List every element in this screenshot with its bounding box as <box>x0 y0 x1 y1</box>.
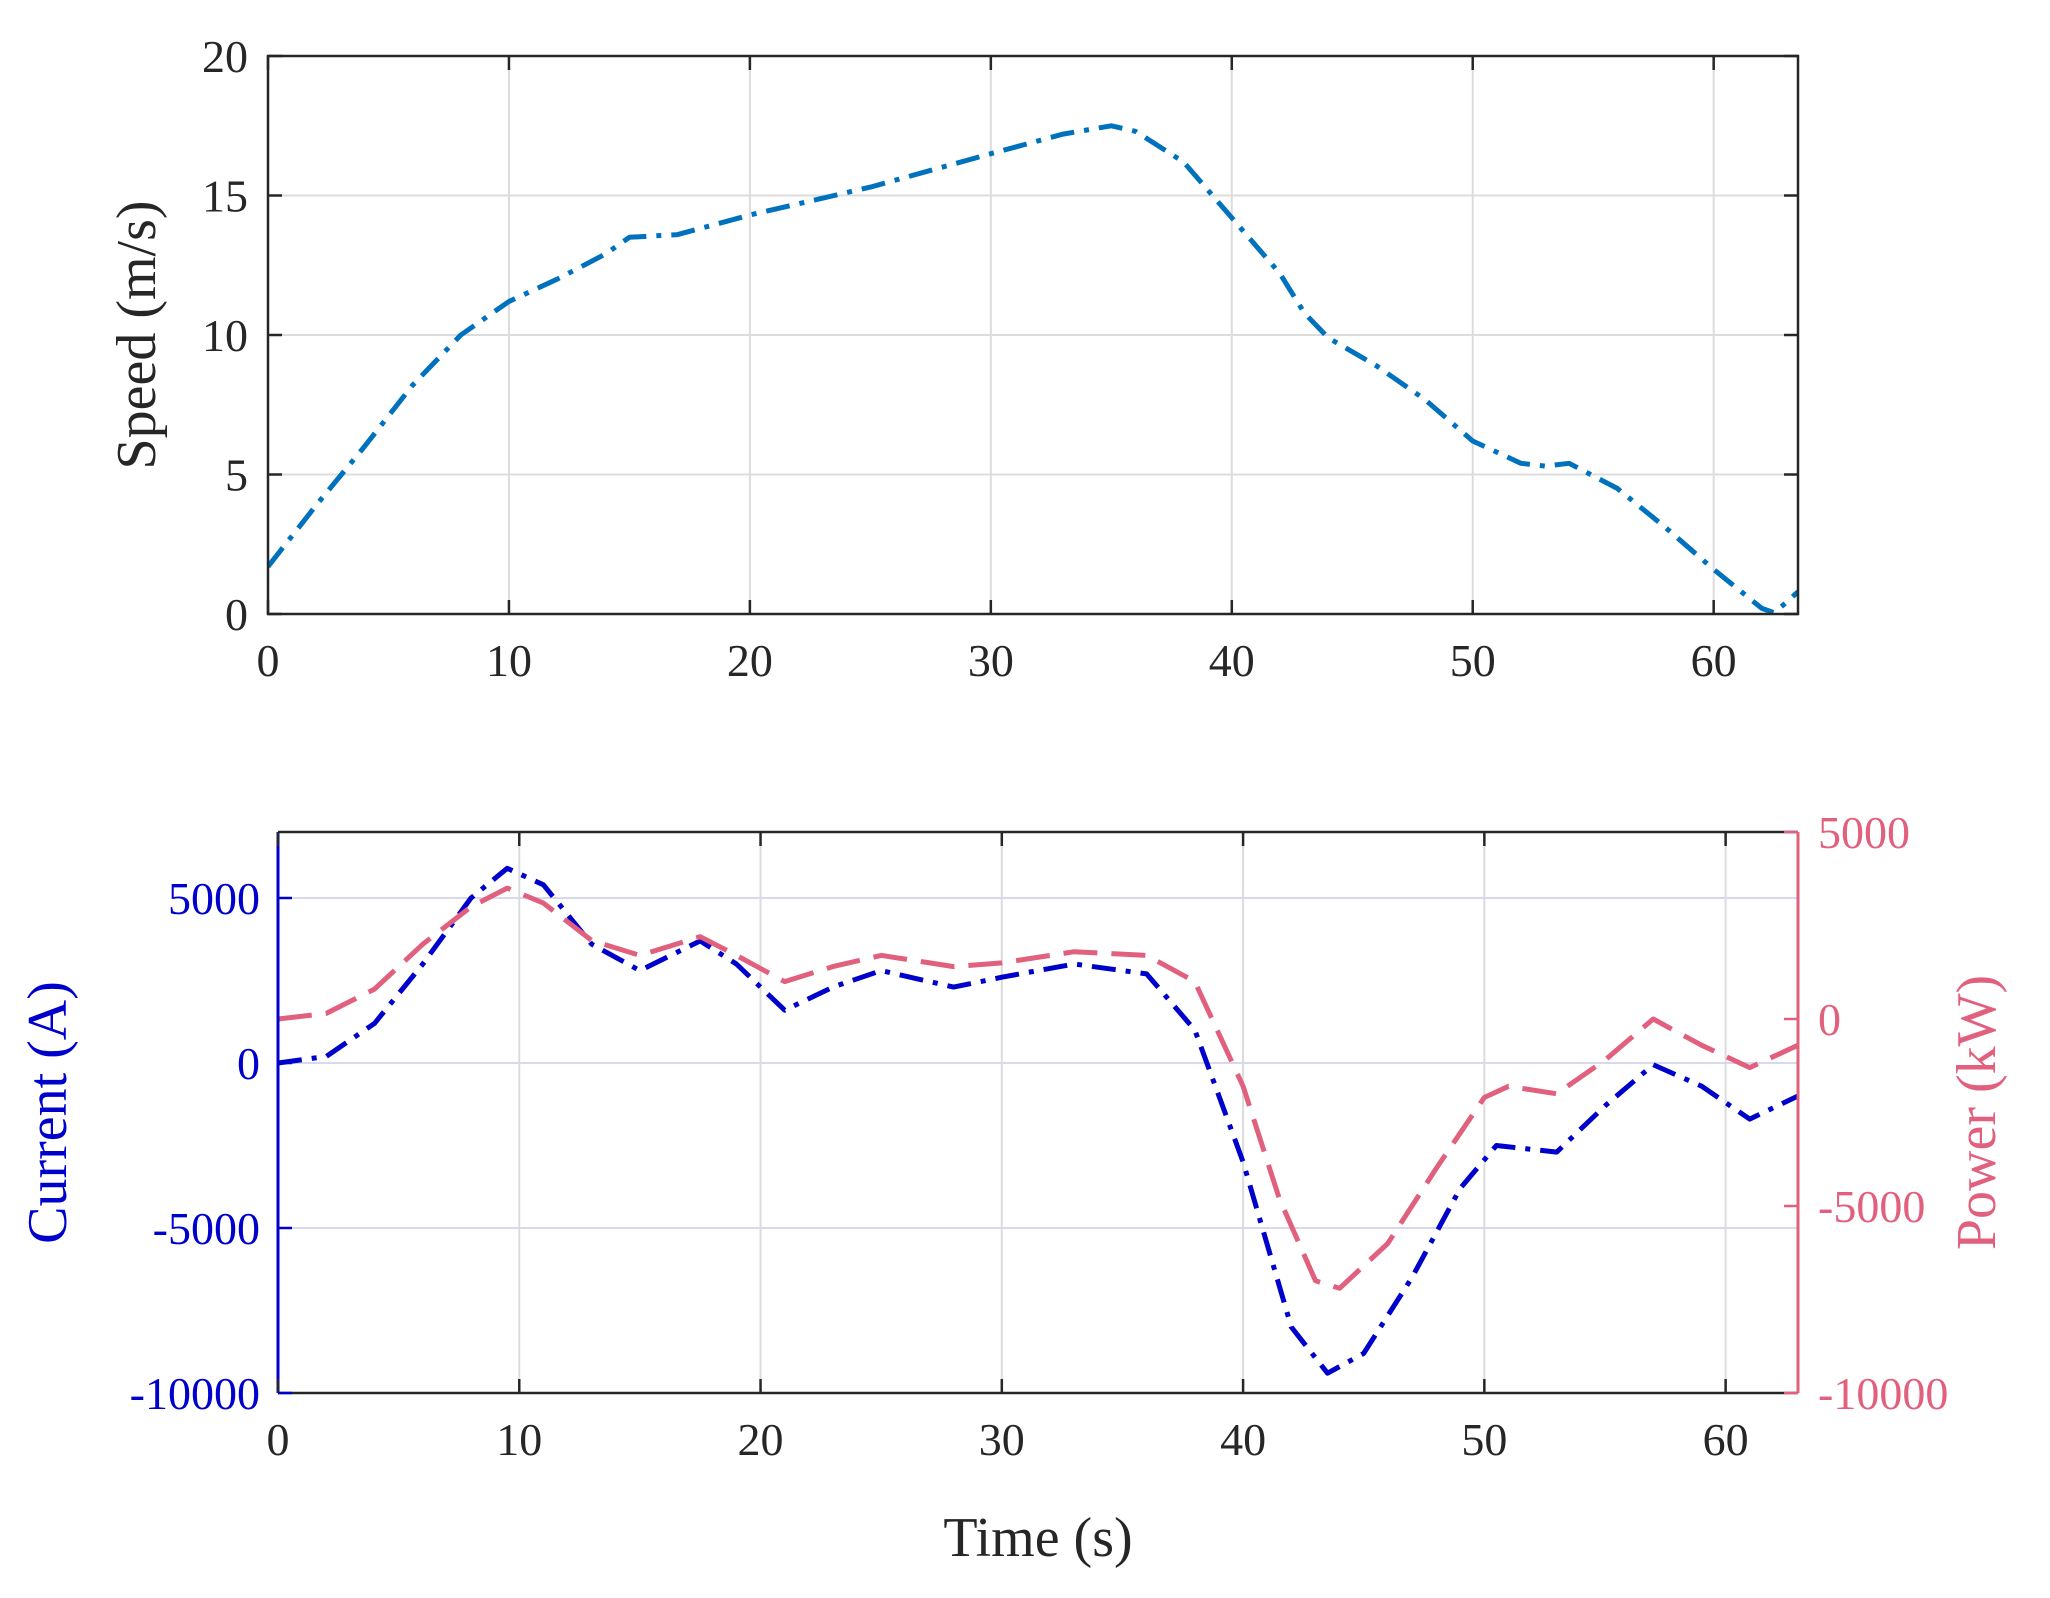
current-y-axis-label: Current (A) <box>17 981 79 1244</box>
speed-y-axis-label: Speed (m/s) <box>106 200 168 469</box>
x-tick-label: 50 <box>1461 1414 1507 1465</box>
x-tick-label: 30 <box>968 635 1014 686</box>
x-tick-label: 30 <box>979 1414 1025 1465</box>
current-tick-label: -5000 <box>153 1203 260 1254</box>
x-tick-label: 0 <box>267 1414 290 1465</box>
x-tick-label: 10 <box>496 1414 542 1465</box>
power-tick-label: -10000 <box>1818 1368 1948 1419</box>
y-tick-label: 0 <box>225 589 248 640</box>
time-x-axis-label: Time (s) <box>943 1507 1132 1569</box>
current-power-chart: 0 10 20 30 40 50 60 -10000 -5000 0 5000 -10000 -5000… <box>17 807 2008 1569</box>
y-tick-label: 20 <box>202 31 248 82</box>
power-y-axis-label: Power (kW) <box>1946 975 2008 1250</box>
x-tick-label: 20 <box>727 635 773 686</box>
current-power-ticks: 0 10 20 30 40 50 60 -10000 -5000 0 5000 -10000 -5000… <box>130 807 1949 1465</box>
x-tick-label: 60 <box>1691 635 1737 686</box>
current-tick-label: 5000 <box>168 873 260 924</box>
x-tick-label: 60 <box>1703 1414 1749 1465</box>
x-tick-label: 40 <box>1209 635 1255 686</box>
speed-chart: 0 10 20 30 40 50 60 0 5 10 15 20 Speed (m/s) <box>106 31 1800 686</box>
x-tick-label: 50 <box>1450 635 1496 686</box>
x-tick-label: 40 <box>1220 1414 1266 1465</box>
power-tick-label: -5000 <box>1818 1181 1925 1232</box>
current-line <box>278 865 1798 1376</box>
current-power-grid <box>277 832 1798 1394</box>
speed-series <box>268 123 1798 614</box>
power-tick-label: 0 <box>1818 994 1841 1045</box>
current-tick-label: 0 <box>237 1038 260 1089</box>
speed-ticks: 0 10 20 30 40 50 60 0 5 10 15 20 <box>202 31 1798 686</box>
power-line <box>278 885 1798 1291</box>
y-tick-label: 5 <box>225 450 248 501</box>
x-tick-label: 0 <box>257 635 280 686</box>
current-power-series <box>278 865 1798 1376</box>
y-tick-label: 10 <box>202 310 248 361</box>
x-tick-label: 20 <box>738 1414 784 1465</box>
speed-line <box>268 123 1798 614</box>
speed-grid <box>267 55 1798 615</box>
power-tick-label: 5000 <box>1818 807 1910 858</box>
current-tick-label: -10000 <box>130 1368 260 1419</box>
current-power-plot-frame <box>276 830 1800 1395</box>
x-tick-label: 10 <box>486 635 532 686</box>
y-tick-label: 15 <box>202 171 248 222</box>
